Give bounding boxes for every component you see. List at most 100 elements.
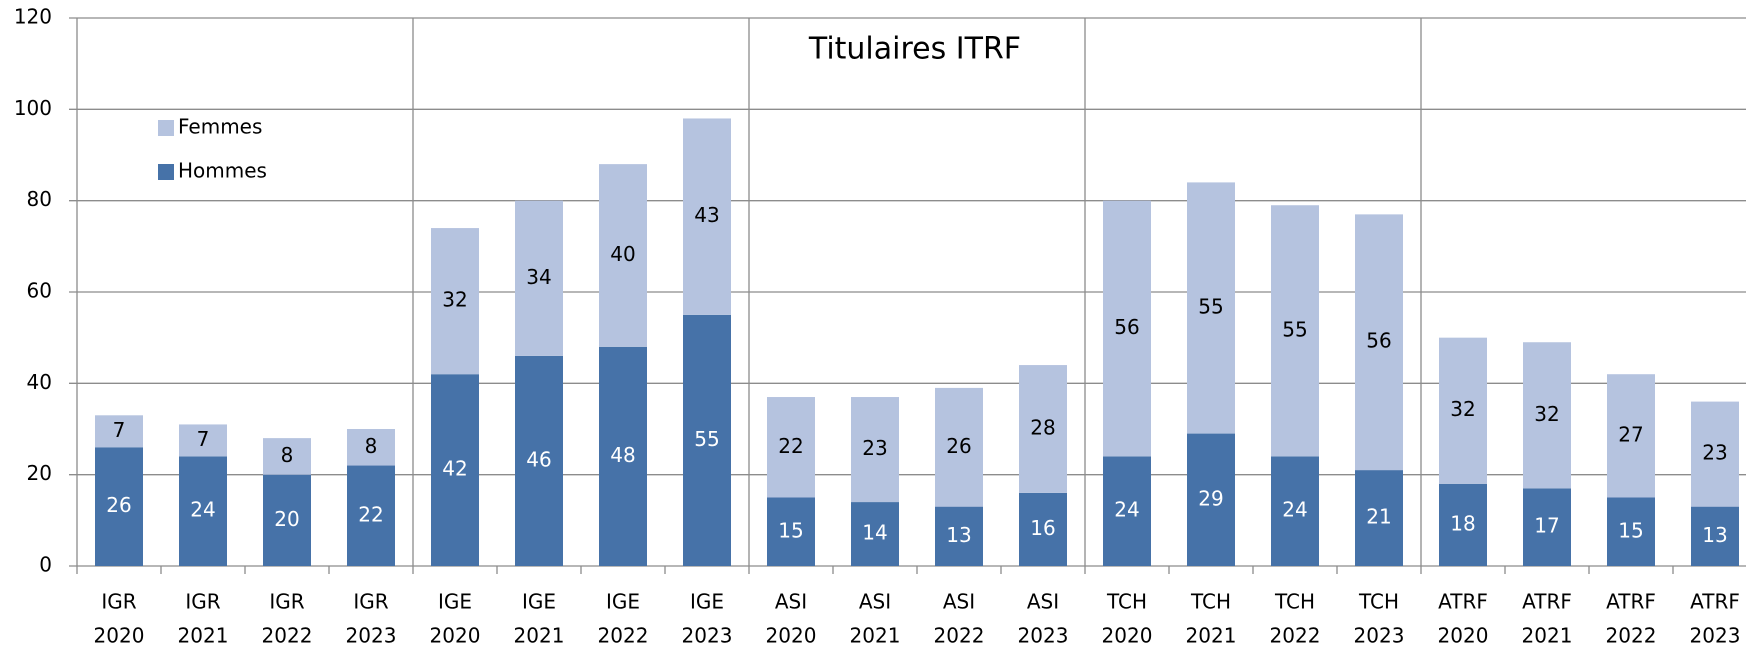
bar-segment [515, 200, 563, 356]
data-label: 17 [1534, 514, 1559, 538]
x-tick-label: ATRF [1606, 590, 1656, 614]
data-label: 32 [442, 288, 467, 312]
bar-segment [1523, 342, 1571, 489]
x-tick-label: 2023 [682, 624, 733, 645]
bar-segment [95, 447, 143, 566]
x-tick-label: 2020 [766, 624, 817, 645]
data-label: 40 [610, 242, 635, 266]
data-label: 8 [365, 434, 378, 458]
x-tick-label: 2022 [1606, 624, 1657, 645]
x-tick-label: 2021 [514, 624, 565, 645]
x-tick-label: 2022 [934, 624, 985, 645]
bar-segment [431, 228, 479, 375]
legend-label: Hommes [178, 159, 267, 183]
x-tick-label: ATRF [1438, 590, 1488, 614]
x-tick-label: ASI [1027, 590, 1059, 614]
bar-segment [179, 456, 227, 566]
x-tick-label: 2020 [1102, 624, 1153, 645]
data-label: 18 [1450, 511, 1475, 535]
bar-segment [1271, 456, 1319, 566]
y-tick-label: 40 [27, 370, 52, 394]
legend-swatch [158, 120, 174, 136]
bar-segment [1103, 200, 1151, 457]
data-label: 7 [113, 418, 126, 442]
x-tick-label: 2021 [1186, 624, 1237, 645]
x-tick-label: IGR [353, 590, 388, 614]
x-tick-label: 2022 [1270, 624, 1321, 645]
chart-title: Titulaires ITRF [808, 32, 1021, 67]
bar-segment [683, 118, 731, 315]
data-label: 27 [1618, 422, 1643, 446]
bar-segment [1439, 483, 1487, 566]
bar-segment [767, 397, 815, 498]
x-tick-label: IGE [690, 590, 724, 614]
data-label: 56 [1366, 329, 1391, 353]
y-tick-label: 100 [14, 96, 52, 120]
x-tick-label: IGE [606, 590, 640, 614]
x-tick-label: IGE [438, 590, 472, 614]
x-tick-label: 2022 [598, 624, 649, 645]
x-tick-label: TCH [1190, 590, 1231, 614]
data-label: 21 [1366, 505, 1391, 529]
bar-segment [515, 355, 563, 566]
data-label: 7 [197, 427, 210, 451]
bar-segment [263, 438, 311, 475]
x-tick-label: 2020 [1438, 624, 1489, 645]
y-tick-label: 80 [27, 187, 52, 211]
data-label: 42 [442, 457, 467, 481]
data-label: 56 [1114, 315, 1139, 339]
x-tick-label: ASI [775, 590, 807, 614]
x-tick-label: 2021 [178, 624, 229, 645]
x-tick-label: TCH [1358, 590, 1399, 614]
data-label: 24 [190, 498, 215, 522]
bar-segment [95, 415, 143, 448]
bar-segment [599, 164, 647, 347]
y-tick-label: 20 [27, 461, 52, 485]
legend-label: Femmes [178, 115, 262, 139]
bar-segment [1691, 401, 1739, 507]
data-label: 32 [1534, 402, 1559, 426]
data-label: 26 [106, 493, 131, 517]
data-label: 55 [1282, 317, 1307, 341]
data-label: 34 [526, 265, 551, 289]
data-label: 13 [1702, 523, 1727, 547]
x-tick-label: 2023 [1018, 624, 1069, 645]
x-tick-label: 2023 [1354, 624, 1405, 645]
x-tick-label: ASI [943, 590, 975, 614]
data-label: 22 [778, 434, 803, 458]
bar-segment [431, 374, 479, 566]
x-tick-label: IGR [185, 590, 220, 614]
data-label: 15 [1618, 518, 1643, 542]
bar-segment [347, 465, 395, 566]
bar-segment [1523, 488, 1571, 566]
bar-segment [1355, 214, 1403, 471]
data-label: 16 [1030, 516, 1055, 540]
bar-segment [935, 506, 983, 566]
x-tick-label: 2021 [1522, 624, 1573, 645]
data-label: 28 [1030, 416, 1055, 440]
y-tick-label: 120 [14, 5, 52, 29]
data-label: 20 [274, 507, 299, 531]
x-tick-label: ATRF [1522, 590, 1572, 614]
bar-segment [1103, 456, 1151, 566]
x-tick-label: IGR [269, 590, 304, 614]
x-tick-label: 2020 [430, 624, 481, 645]
bar-segment [347, 429, 395, 466]
y-tick-label: 60 [27, 279, 52, 303]
x-tick-label: ASI [859, 590, 891, 614]
x-tick-label: 2020 [94, 624, 145, 645]
data-label: 26 [946, 434, 971, 458]
legend-swatch [158, 164, 174, 180]
bar-segment [767, 497, 815, 566]
data-label: 8 [281, 443, 294, 467]
bar-segment [1187, 433, 1235, 566]
data-label: 48 [610, 443, 635, 467]
data-label: 23 [1702, 441, 1727, 465]
data-label: 13 [946, 523, 971, 547]
bar-segment [1187, 182, 1235, 434]
data-label: 55 [1198, 294, 1223, 318]
data-label: 46 [526, 447, 551, 471]
bar-segment [1607, 374, 1655, 498]
data-label: 24 [1282, 498, 1307, 522]
